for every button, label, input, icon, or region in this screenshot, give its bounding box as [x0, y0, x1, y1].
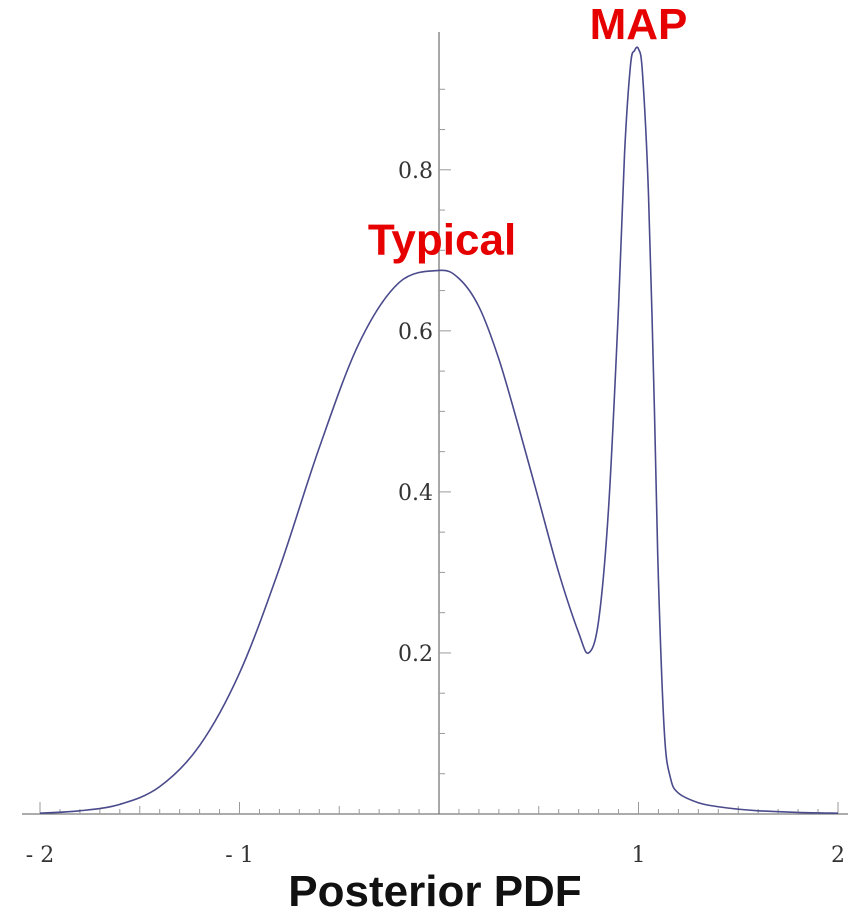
annotation-map: MAP — [590, 0, 688, 49]
axes — [22, 32, 848, 815]
series — [39, 46, 839, 814]
x-tick-label: 2 — [831, 843, 845, 868]
x-axis-label: Posterior PDF — [288, 867, 581, 916]
x-tick-label: - 1 — [225, 843, 253, 868]
y-tick-label: 0.2 — [398, 642, 433, 667]
annotation-typical: Typical — [368, 215, 516, 264]
x-tick-label: 1 — [632, 843, 646, 868]
posterior-curve — [39, 46, 839, 814]
y-tick-label: 0.4 — [398, 481, 433, 506]
y-tick-label: 0.6 — [398, 320, 433, 345]
tick-labels: - 2 - 1 1 2 0.2 0.4 0.6 0.8 — [26, 159, 845, 868]
ticks — [39, 88, 839, 814]
annotations: MAP Typical — [368, 0, 688, 264]
x-tick-label: - 2 — [26, 843, 54, 868]
y-tick-label: 0.8 — [398, 159, 433, 184]
